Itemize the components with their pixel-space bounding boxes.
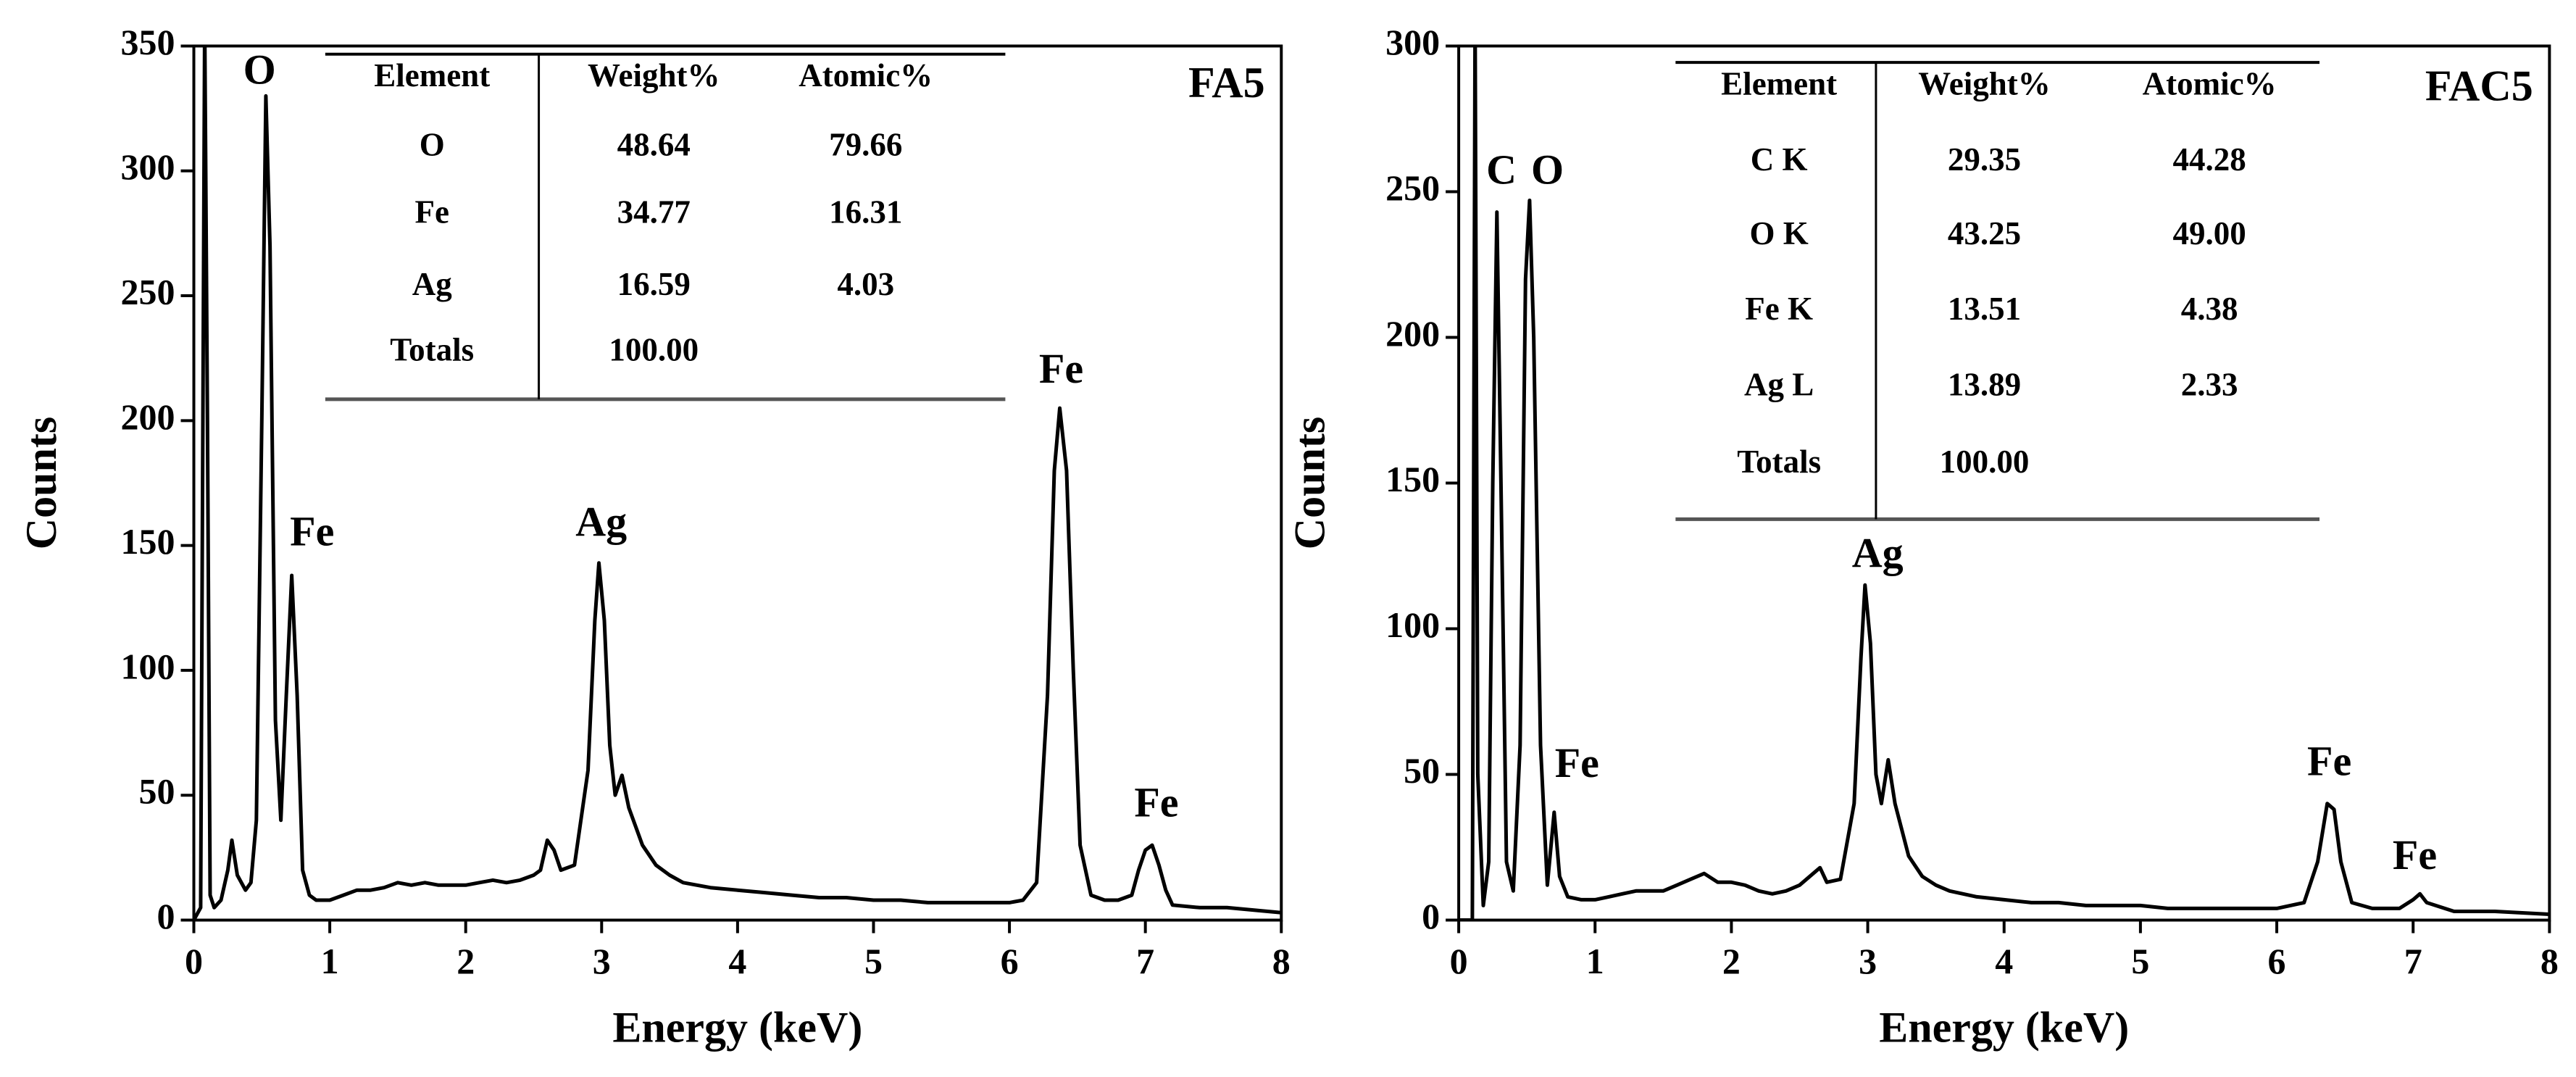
peak-label: O	[1531, 146, 1564, 194]
x-tick-label: 6	[2268, 941, 2286, 981]
table-cell: O K	[1750, 215, 1809, 251]
y-tick-label: 0	[157, 896, 175, 936]
table-header: Element	[1721, 65, 1837, 101]
y-tick-label: 0	[1422, 896, 1440, 936]
x-tick-label: 1	[321, 941, 339, 981]
peak-label: Ag	[1852, 529, 1904, 576]
y-tick-label: 300	[1385, 22, 1440, 62]
table-cell: 48.64	[617, 126, 691, 162]
y-tick-label: 50	[1404, 750, 1440, 791]
x-tick-label: 0	[185, 941, 203, 981]
table-header: Element	[374, 57, 490, 93]
table-cell: 34.77	[617, 194, 691, 230]
x-tick-label: 7	[1136, 941, 1154, 981]
y-tick-label: 50	[139, 771, 175, 812]
table-header: Weight%	[1918, 65, 2051, 101]
x-tick-label: 8	[1272, 941, 1291, 981]
table-cell: 13.89	[1948, 366, 2021, 402]
x-tick-label: 4	[1995, 941, 2013, 981]
x-tick-label: 7	[2404, 941, 2422, 981]
y-tick-label: 150	[1385, 459, 1440, 499]
peak-label: Ag	[575, 498, 627, 545]
x-tick-label: 8	[2540, 941, 2559, 981]
peak-label: Fe	[2307, 738, 2351, 785]
table-cell: 2.33	[2181, 366, 2238, 402]
spectrum-line	[1459, 46, 2550, 920]
table-cell: 4.03	[837, 266, 894, 302]
y-tick-label: 350	[121, 22, 175, 62]
y-tick-label: 100	[1385, 604, 1440, 645]
table-cell: 44.28	[2172, 141, 2246, 178]
y-tick-label: 200	[121, 396, 175, 437]
peak-label: Fe	[2393, 831, 2437, 878]
y-tick-label: 250	[121, 272, 175, 312]
peak-label: O	[243, 46, 276, 93]
table-cell: 4.38	[2181, 291, 2238, 327]
x-tick-label: 2	[457, 941, 475, 981]
table-cell: Fe K	[1745, 291, 1813, 327]
plot-frame	[192, 44, 1283, 922]
table-header: Atomic%	[2143, 65, 2277, 101]
chart: 0 1 2 3 4 5 6 7 8 0 50 100 150 200 250 300 350 Energy (ke…	[17, 22, 1291, 1051]
peak-label: Fe	[290, 507, 334, 554]
x-tick-label: 5	[2131, 941, 2149, 981]
table-cell: Totals	[390, 332, 474, 368]
table-cell: 100.00	[609, 332, 699, 368]
peak-label: Fe	[1555, 739, 1599, 786]
table-cell: Ag	[412, 266, 452, 302]
x-tick-label: 2	[1722, 941, 1741, 981]
y-tick-label: 250	[1385, 167, 1440, 208]
table-header: Atomic%	[799, 57, 933, 93]
table-cell: 49.00	[2172, 215, 2246, 251]
chart-title: FAC5	[2425, 62, 2533, 109]
table-cell: O	[420, 126, 445, 162]
x-axis-label: Energy (keV)	[1879, 1003, 2129, 1051]
spectrum-line	[193, 46, 1282, 920]
x-tick-label: 3	[593, 941, 611, 981]
y-axis-label: Counts	[17, 417, 65, 549]
x-tick-label: 5	[864, 941, 883, 981]
table-cell: 43.25	[1948, 215, 2021, 251]
table-header: Weight%	[588, 57, 720, 93]
chart-title: FA5	[1188, 59, 1265, 107]
table-cell: 79.66	[829, 126, 902, 162]
table-cell: 16.59	[617, 266, 691, 302]
table-cell: Totals	[1737, 444, 1821, 480]
x-tick-label: 0	[1450, 941, 1468, 981]
table-cell: 13.51	[1948, 291, 2021, 327]
x-axis-label: Energy (keV)	[612, 1003, 862, 1051]
y-tick-label: 150	[121, 521, 175, 562]
y-tick-label: 100	[121, 646, 175, 686]
table-cell: 29.35	[1948, 141, 2021, 178]
x-tick-label: 4	[728, 941, 746, 981]
y-axis-label: Counts	[1285, 417, 1333, 549]
x-tick-label: 3	[1859, 941, 1877, 981]
y-tick-label: 300	[121, 146, 175, 187]
chart: 0 1 2 3 4 5 6 7 8 0 50 100 150 200 250 300 Energy (keV) C…	[1285, 22, 2559, 1051]
table-cell: Fe	[414, 194, 449, 230]
plot-frame	[1457, 44, 2551, 922]
x-tick-label: 1	[1586, 941, 1604, 981]
table-cell: 100.00	[1940, 444, 2030, 480]
x-tick-label: 6	[1001, 941, 1019, 981]
peak-label: C	[1486, 146, 1517, 194]
peak-label: Fe	[1039, 345, 1083, 392]
table-cell: Ag L	[1744, 366, 1814, 402]
table-cell: C K	[1751, 141, 1808, 178]
peak-label: Fe	[1134, 778, 1178, 826]
y-tick-label: 200	[1385, 313, 1440, 354]
table-cell: 16.31	[829, 194, 902, 230]
